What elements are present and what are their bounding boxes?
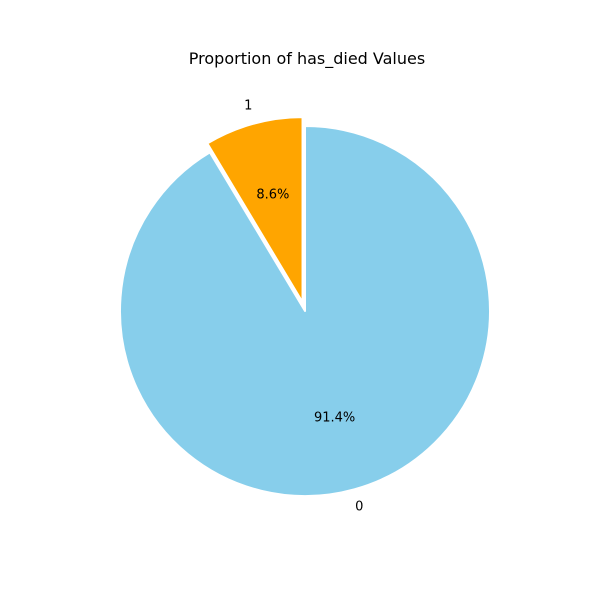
pie-slices [119,116,491,497]
pct-label-0: 91.4% [314,410,355,425]
pie-slice-0 [119,125,491,497]
chart-title: Proportion of has_died Values [189,49,425,69]
slice-label-0: 0 [355,500,363,515]
pie-labels: 0 91.4% 1 8.6% [244,98,363,514]
slice-label-1: 1 [244,98,252,113]
pie-slice-1 [206,116,304,304]
pct-label-1: 8.6% [256,188,289,203]
